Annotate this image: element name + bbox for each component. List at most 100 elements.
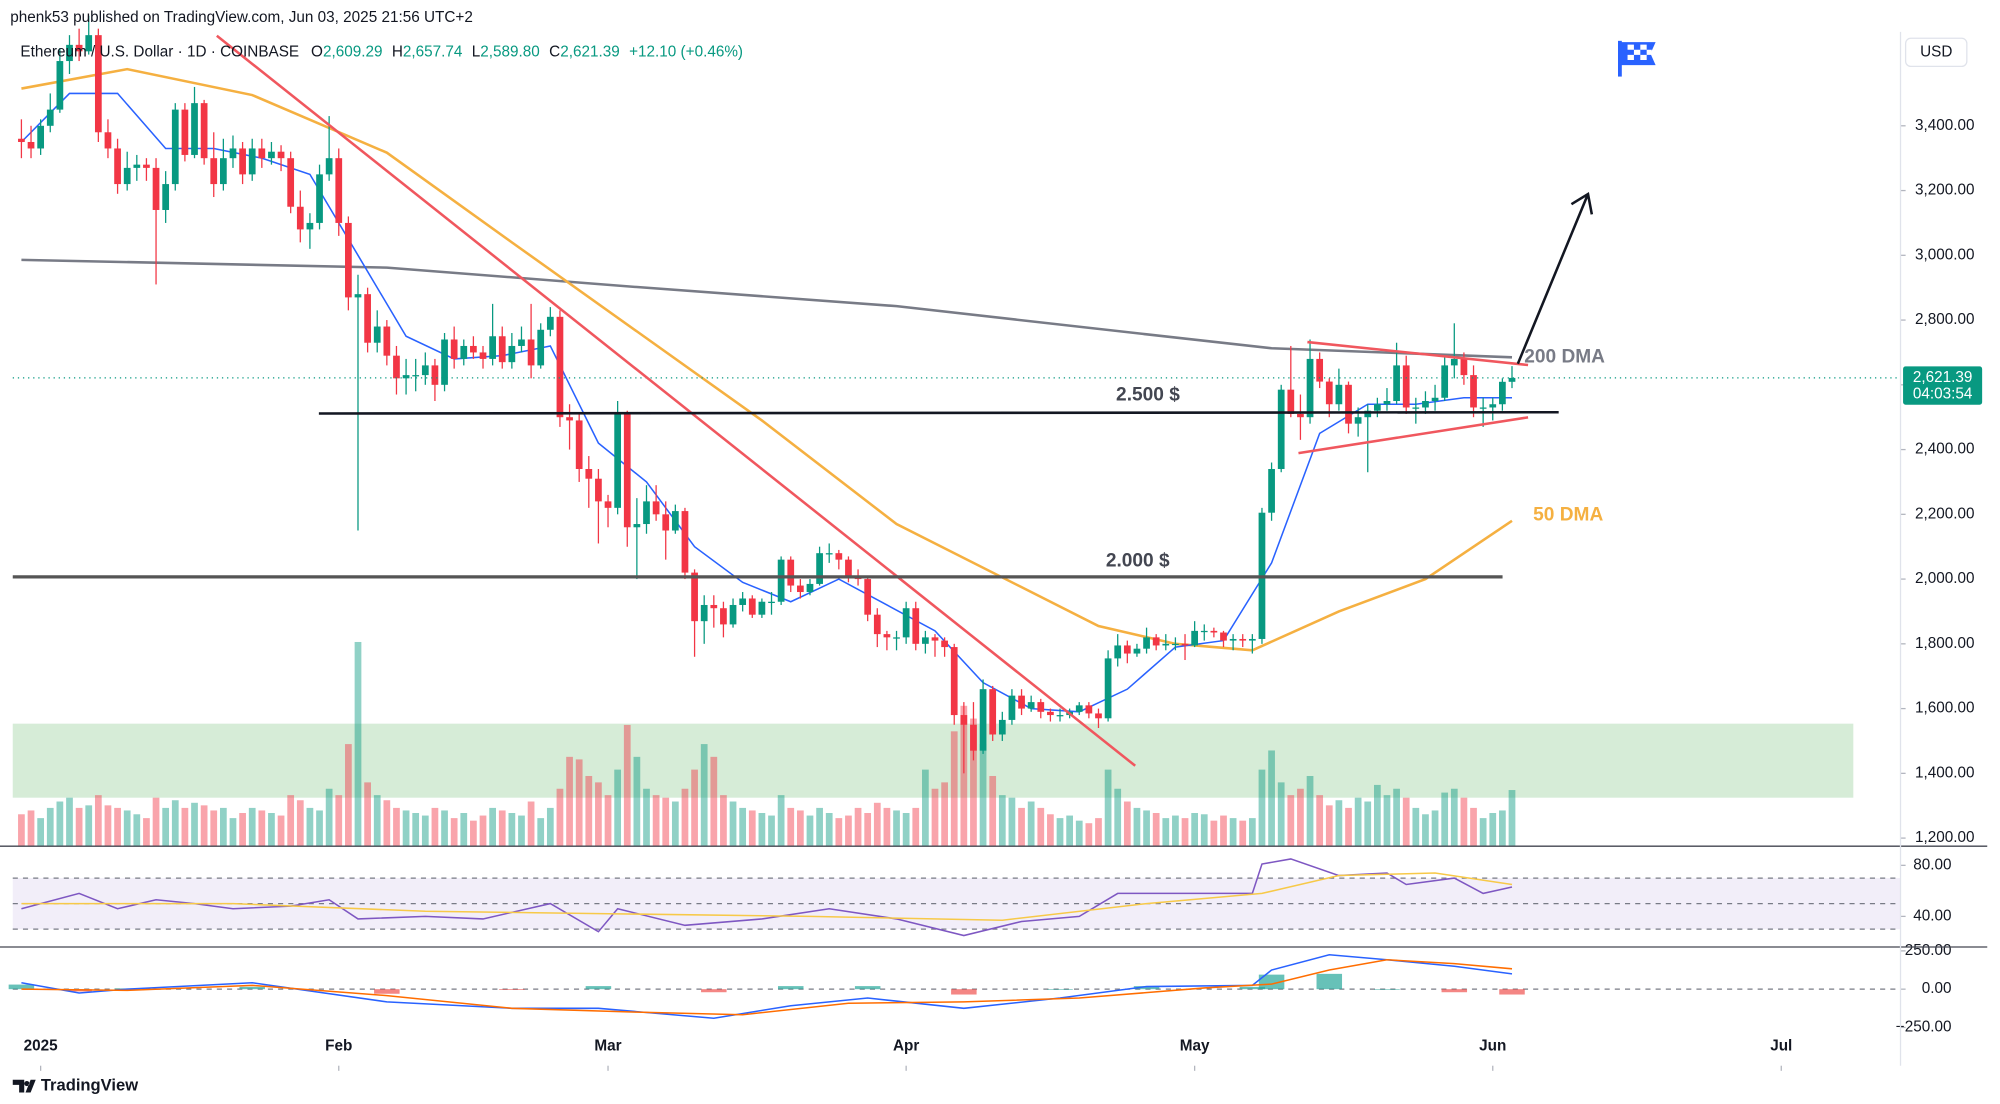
candle-body (1325, 381, 1333, 405)
triangle-line (1307, 340, 1529, 367)
volume-bar (623, 724, 631, 847)
candle-body (1133, 648, 1141, 654)
volume-bar (970, 718, 977, 847)
y-tick-label: 3,000.00 (1915, 246, 1975, 263)
candle-body (1123, 645, 1131, 654)
change: +12.10 (+0.46%) (629, 43, 743, 60)
flag-icon (1617, 40, 1656, 77)
candle-body (402, 375, 410, 379)
line (21, 872, 1513, 921)
candle-body (277, 151, 285, 159)
candle-body (1287, 389, 1295, 414)
volume-bar (527, 801, 535, 847)
candle-body (210, 158, 218, 185)
volume-bar (498, 810, 506, 847)
volume-bar (748, 810, 756, 847)
candle-body (1037, 702, 1045, 712)
candle-body (835, 553, 843, 560)
volume-bar (960, 705, 968, 847)
histogram-bar (374, 989, 400, 994)
histogram-bar (239, 986, 265, 990)
x-tick-label: Feb (325, 1038, 352, 1055)
candle-body (518, 339, 525, 346)
candle-body (537, 329, 545, 366)
volume-bar (873, 802, 881, 847)
candle-body (1316, 358, 1324, 382)
volume-bar (325, 788, 333, 847)
annotation: 200 DMA (1524, 346, 1605, 367)
volume-bar (787, 807, 795, 847)
candle-body (1499, 381, 1506, 405)
candle-body (1489, 404, 1497, 408)
candle-body (902, 608, 910, 638)
candle-body (556, 316, 564, 418)
volume-bar (277, 815, 285, 847)
x-tick-label: Jun (1479, 1038, 1506, 1055)
volume-bar (479, 815, 487, 847)
drawings: 2.500 $ 2.000 $ 200 DMA 50 DMA (12, 34, 1656, 767)
candle-body (989, 689, 997, 735)
candle-body (652, 501, 660, 515)
symbol: Ethereum / U.S. Dollar · 1D · COINBASE (20, 43, 299, 60)
candle-body (1172, 643, 1179, 646)
volume-bar (1152, 813, 1160, 847)
volume-bar (335, 795, 343, 847)
ohlc-value: 2,589.80 (480, 43, 540, 60)
x-tick-label: 2025 (24, 1038, 59, 1055)
volume-bar (864, 813, 872, 847)
candle-body (18, 138, 25, 142)
candle-body (681, 511, 689, 573)
volume-bar (681, 788, 689, 847)
volume-bar (595, 782, 602, 847)
volume-bar (989, 775, 997, 847)
legend: Ethereum / U.S. Dollar · 1D · COINBASE O… (20, 43, 743, 60)
annotation: 2.500 $ (1116, 385, 1180, 406)
volume-bar (1450, 788, 1458, 847)
line (21, 953, 1513, 1020)
volume-bar (835, 818, 843, 847)
volume-bar (460, 813, 468, 847)
volume-bar (825, 813, 833, 847)
candle-body (393, 355, 400, 379)
volume-bar (1489, 813, 1497, 847)
volume-bar (1316, 795, 1324, 847)
volume-bar (66, 797, 73, 847)
volume-bar (643, 788, 650, 847)
volume-bar (1037, 807, 1045, 847)
volume-bar (575, 759, 583, 847)
back-layer (12, 723, 1854, 798)
volume-bar (191, 802, 198, 847)
volume-bar (950, 731, 958, 847)
candle-body (1450, 358, 1458, 366)
candle-body (383, 326, 391, 356)
volume-bar (1354, 797, 1362, 847)
volume-bar (893, 810, 900, 847)
histogram-bar (8, 984, 35, 990)
volume-bar (27, 810, 35, 847)
volume-bar (1297, 788, 1304, 847)
volume-bar (1431, 810, 1439, 847)
histogram-bar (1499, 989, 1525, 995)
volume-bar (739, 807, 747, 847)
candle-body (527, 339, 535, 366)
volume-bar (143, 818, 150, 847)
volume-bar (1191, 813, 1199, 847)
candle-body (239, 148, 246, 175)
volume-bar (354, 641, 362, 847)
candle-body (825, 553, 833, 555)
candle-body (1056, 715, 1064, 717)
candle-body (1345, 384, 1352, 424)
volume-bar (1248, 818, 1256, 847)
volume-bar (518, 815, 525, 847)
volume-bar (1383, 795, 1391, 847)
volume-bar (1393, 788, 1400, 847)
level-line (318, 410, 1559, 415)
volume-bar (268, 813, 275, 847)
volume-bar (1422, 814, 1429, 847)
candle-body (1191, 630, 1199, 646)
candle-body (268, 151, 275, 159)
volume-bar (152, 797, 160, 847)
volume-bar (316, 810, 323, 847)
